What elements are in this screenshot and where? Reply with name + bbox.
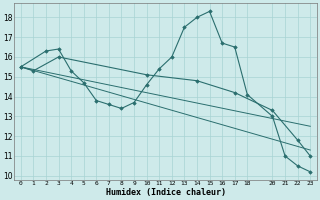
X-axis label: Humidex (Indice chaleur): Humidex (Indice chaleur) xyxy=(106,188,226,197)
